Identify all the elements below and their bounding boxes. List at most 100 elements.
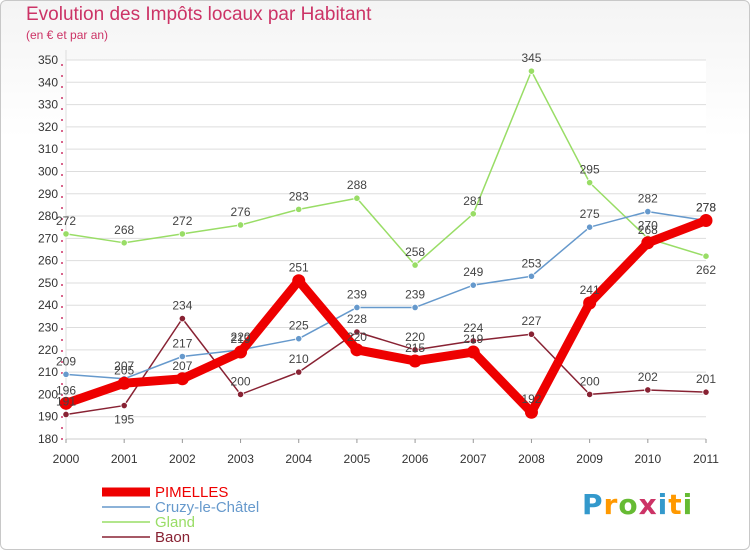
x-tick-label-2007: 2007 — [460, 452, 487, 466]
data-label-gland-2000: 272 — [56, 214, 76, 228]
point-pimelles-2010 — [641, 236, 655, 250]
data-label-pimelles-2000: 196 — [56, 383, 76, 397]
logo-letter: r — [603, 488, 619, 521]
chart-title: Evolution des Impôts locaux par Habitant — [26, 4, 372, 25]
point-cruzy-le-ch-tel-2007 — [469, 281, 477, 289]
point-cruzy-le-ch-tel-2009 — [586, 223, 594, 231]
point-baon-2011 — [702, 388, 710, 396]
point-pimelles-2011 — [699, 214, 713, 228]
data-label-cruzy-le-ch-tel-2010: 282 — [638, 192, 658, 206]
data-label-pimelles-2002: 207 — [172, 359, 192, 373]
data-label-cruzy-le-ch-tel-2007: 249 — [463, 265, 483, 279]
data-label-pimelles-2008: 192 — [521, 392, 541, 406]
point-pimelles-2007 — [466, 345, 480, 359]
point-cruzy-le-ch-tel-2006 — [411, 303, 419, 312]
y-tick-label-240: 240 — [38, 298, 58, 312]
data-label-pimelles-2003: 219 — [231, 332, 251, 346]
point-cruzy-le-ch-tel-2010 — [644, 208, 652, 216]
point-gland-2001 — [120, 239, 128, 247]
x-tick-label-2006: 2006 — [402, 452, 429, 466]
point-baon-2005 — [353, 328, 361, 336]
x-tick-label-2008: 2008 — [518, 452, 545, 466]
point-gland-2004 — [295, 205, 303, 213]
data-label-pimelles-2009: 241 — [580, 283, 600, 297]
series-line-cruzy-le-ch-tel — [65, 210, 707, 380]
point-pimelles-2003 — [234, 345, 248, 359]
y-tick-label-290: 290 — [38, 187, 58, 201]
data-label-baon-2004: 210 — [289, 352, 309, 366]
y-tick-label-280: 280 — [38, 209, 58, 223]
point-gland-2009 — [586, 179, 594, 187]
point-pimelles-2006 — [408, 354, 422, 368]
legend-label-cruzy-le-ch-tel: Cruzy-le-Châtel — [155, 499, 259, 516]
x-tick-label-2002: 2002 — [169, 452, 196, 466]
y-tick-label-220: 220 — [38, 343, 58, 357]
point-baon-2007 — [469, 337, 477, 345]
y-tick-label-190: 190 — [38, 410, 58, 424]
point-cruzy-le-ch-tel-2004 — [295, 335, 303, 343]
data-label-pimelles-2005: 220 — [347, 330, 367, 344]
x-tick-label-2003: 2003 — [227, 452, 254, 466]
point-pimelles-2005 — [350, 343, 364, 357]
y-tick-label-340: 340 — [38, 75, 58, 89]
point-cruzy-le-ch-tel-2002 — [178, 352, 186, 361]
data-label-baon-2011: 201 — [696, 372, 716, 386]
y-tick-label-260: 260 — [38, 254, 58, 268]
series-line-gland — [65, 70, 707, 266]
x-tick-label-2005: 2005 — [344, 452, 371, 466]
point-baon-2000 — [62, 410, 70, 419]
point-cruzy-le-ch-tel-2008 — [527, 272, 536, 280]
data-label-gland-2001: 268 — [114, 223, 134, 237]
y-tick-label-330: 330 — [38, 98, 58, 112]
series-line-pimelles — [61, 216, 711, 417]
x-tick-label-2009: 2009 — [576, 452, 603, 466]
point-pimelles-2000 — [59, 396, 73, 410]
data-label-pimelles-2004: 251 — [289, 261, 309, 275]
data-label-gland-2005: 288 — [347, 178, 367, 192]
y-tick-label-270: 270 — [38, 231, 58, 245]
data-label-cruzy-le-ch-tel-2005: 239 — [347, 287, 367, 301]
y-tick-label-210: 210 — [38, 365, 58, 379]
logo-letter: P — [582, 488, 604, 521]
point-baon-2001 — [120, 401, 128, 410]
y-tick-label-200: 200 — [38, 387, 58, 401]
point-gland-2003 — [236, 221, 245, 229]
point-gland-2007 — [469, 210, 477, 218]
data-label-pimelles-2011: 278 — [696, 201, 716, 215]
data-label-pimelles-2001: 205 — [114, 363, 134, 377]
data-label-gland-2011: 262 — [696, 263, 716, 277]
x-tick-label-2001: 2001 — [111, 452, 138, 466]
logo-letter: x — [638, 488, 658, 521]
data-label-cruzy-le-ch-tel-2011: 278 — [696, 201, 716, 215]
data-label-gland-2008: 345 — [521, 51, 541, 65]
data-label-pimelles-2006: 215 — [405, 341, 425, 355]
series-line-baon — [65, 317, 707, 416]
data-labels: 191 195 234 200 210 228 220 224 227 200 202 201 272 2… — [56, 51, 716, 426]
data-label-gland-2010: 270 — [638, 218, 658, 232]
x-tick-label-2011: 2011 — [693, 452, 719, 466]
point-gland-2011 — [702, 252, 710, 260]
logo-letter: t — [668, 488, 683, 521]
point-baon-2009 — [586, 390, 594, 399]
point-pimelles-2002 — [175, 372, 189, 386]
data-label-gland-2003: 276 — [231, 205, 251, 219]
y-tick-label-310: 310 — [38, 142, 58, 156]
y-tick-label-230: 230 — [38, 321, 58, 335]
point-pimelles-2008 — [524, 405, 538, 419]
proxiti-logo: Proxiti — [582, 488, 693, 521]
data-label-baon-2000: 191 — [56, 394, 76, 408]
point-gland-2000 — [62, 230, 70, 238]
chart-subtitle: (en € et par an) — [26, 28, 109, 42]
point-baon-2006 — [411, 346, 419, 354]
legend-label-pimelles: PIMELLES — [155, 484, 228, 501]
y-tick-label-180: 180 — [38, 432, 58, 446]
data-label-gland-2002: 272 — [172, 214, 192, 228]
point-gland-2006 — [411, 261, 419, 269]
data-label-pimelles-2010: 268 — [638, 223, 658, 237]
data-label-baon-2010: 202 — [638, 370, 658, 384]
data-label-cruzy-le-ch-tel-2009: 275 — [580, 207, 600, 221]
x-tick-label-2000: 2000 — [53, 452, 80, 466]
y-tick-label-350: 350 — [38, 53, 58, 67]
